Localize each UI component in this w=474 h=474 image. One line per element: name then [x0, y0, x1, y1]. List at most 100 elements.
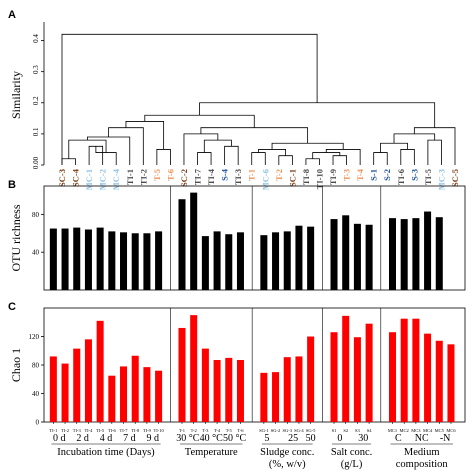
- condition-label: 0 d: [53, 433, 66, 444]
- dendrogram-link: [427, 139, 442, 165]
- leaf-label: TI-4: [206, 168, 216, 185]
- bar: [178, 199, 186, 290]
- bar: [61, 228, 69, 290]
- x-tick-label: S4: [367, 428, 373, 433]
- dendrogram-link: [251, 152, 266, 165]
- leaf-label: T-1: [247, 169, 257, 181]
- bar: [201, 236, 209, 290]
- bar: [307, 336, 315, 422]
- dendrogram-link: [413, 127, 456, 165]
- bar: [225, 357, 233, 422]
- bar: [365, 224, 373, 290]
- bar: [73, 227, 81, 290]
- bar: [260, 235, 268, 290]
- bar: [190, 315, 198, 422]
- x-tick-label: SG-2: [271, 428, 281, 433]
- dendrogram-link: [305, 158, 320, 165]
- bar: [225, 234, 233, 290]
- dendrogram-link: [312, 152, 341, 159]
- bar: [272, 372, 280, 422]
- dendrogram-link: [68, 139, 107, 159]
- leaf-label: T-6: [165, 169, 175, 181]
- condition-label: 40 °C: [200, 433, 223, 444]
- leaf-label: T-3: [342, 169, 352, 181]
- dendrogram-link: [224, 145, 239, 165]
- bar: [178, 327, 186, 422]
- bar: [73, 348, 81, 422]
- condition-label: 25: [288, 433, 298, 444]
- bar: [84, 229, 92, 290]
- leaf-label: TI-6: [396, 169, 406, 185]
- dendrogram-link: [271, 142, 344, 150]
- dendrogram-link: [393, 133, 436, 144]
- bar: [49, 228, 57, 290]
- leaf-label: SC-1: [287, 169, 297, 187]
- dendrogram-link: [156, 149, 171, 165]
- bar: [236, 360, 244, 422]
- bar: [260, 372, 268, 422]
- bar: [330, 219, 338, 290]
- bar: [236, 232, 244, 290]
- dendrogram-link: [200, 127, 309, 144]
- x-tick-label: TI-3: [73, 428, 82, 433]
- dendrogram-link: [61, 158, 76, 165]
- dendrogram-link: [373, 152, 388, 165]
- bar: [96, 227, 104, 290]
- axis-label: Chao 1: [9, 348, 23, 382]
- x-tick-label: TI-1: [49, 428, 57, 433]
- bar: [283, 231, 291, 290]
- x-tick-label: TI-4: [84, 428, 93, 433]
- dendrogram-link: [278, 155, 293, 165]
- panel-label-a: A: [8, 9, 16, 21]
- leaf-label: S-4: [220, 168, 230, 181]
- bar: [131, 233, 139, 290]
- x-tick-label: TI-6: [108, 428, 117, 433]
- x-tick-label: MC6: [446, 428, 456, 433]
- bar: [412, 318, 420, 422]
- condition-label: 7 d: [123, 433, 136, 444]
- bar: [400, 219, 408, 290]
- y-tick-label: 0.3: [32, 65, 40, 74]
- x-tick-label: MC2: [400, 428, 409, 433]
- y-tick-label: 80: [32, 362, 40, 370]
- leaf-label: TI-10: [314, 169, 324, 189]
- dendrogram-link: [95, 146, 117, 165]
- panel-b-otu-richness: B OTU richness 40 80: [8, 179, 466, 291]
- bar: [155, 231, 163, 290]
- leaf-label: TI-2: [138, 169, 148, 185]
- x-tick-label: S1: [332, 428, 337, 433]
- x-tick-label: SG-5: [306, 428, 316, 433]
- leaf-label: T-4: [355, 168, 365, 181]
- leaf-label: MC-4: [111, 168, 121, 190]
- bar: [108, 375, 116, 422]
- y-tick-label: 0.4: [32, 34, 40, 43]
- bar: [49, 356, 57, 422]
- group-title: Sludge conc.: [260, 447, 314, 458]
- condition-label: -N: [440, 433, 451, 444]
- bar: [131, 355, 139, 422]
- axis-label-similarity: Similarity: [9, 71, 23, 119]
- x-tick-label: SG-4: [294, 428, 304, 433]
- bar: [120, 366, 128, 422]
- x-tick-label: T-5: [226, 428, 233, 433]
- bar: [307, 226, 315, 290]
- bar: [365, 323, 373, 422]
- condition-label: 50: [306, 433, 316, 444]
- y-tick-label: 40: [32, 249, 40, 257]
- dendrogram-link: [325, 149, 361, 165]
- y-tick-label: 0.00: [32, 156, 40, 169]
- leaf-label: MC-1: [84, 169, 94, 190]
- group-title: (g/L): [341, 459, 363, 470]
- condition-label: 50 °C: [223, 433, 246, 444]
- dendrogram-link: [125, 121, 165, 150]
- x-tick-label: S3: [355, 428, 361, 433]
- panel-a-dendrogram: A Similarity 0.00 0.1 0.2 0.3 0.4 SC-3 SC-4 MC-1 M…: [8, 9, 460, 190]
- x-tick-label: MC5: [435, 428, 445, 433]
- leaf-label: T-2: [274, 169, 284, 181]
- x-tick-label: TI-5: [96, 428, 105, 433]
- x-tick-label: SG-3: [282, 428, 292, 433]
- condition-label: 5: [264, 433, 269, 444]
- bar: [190, 192, 198, 290]
